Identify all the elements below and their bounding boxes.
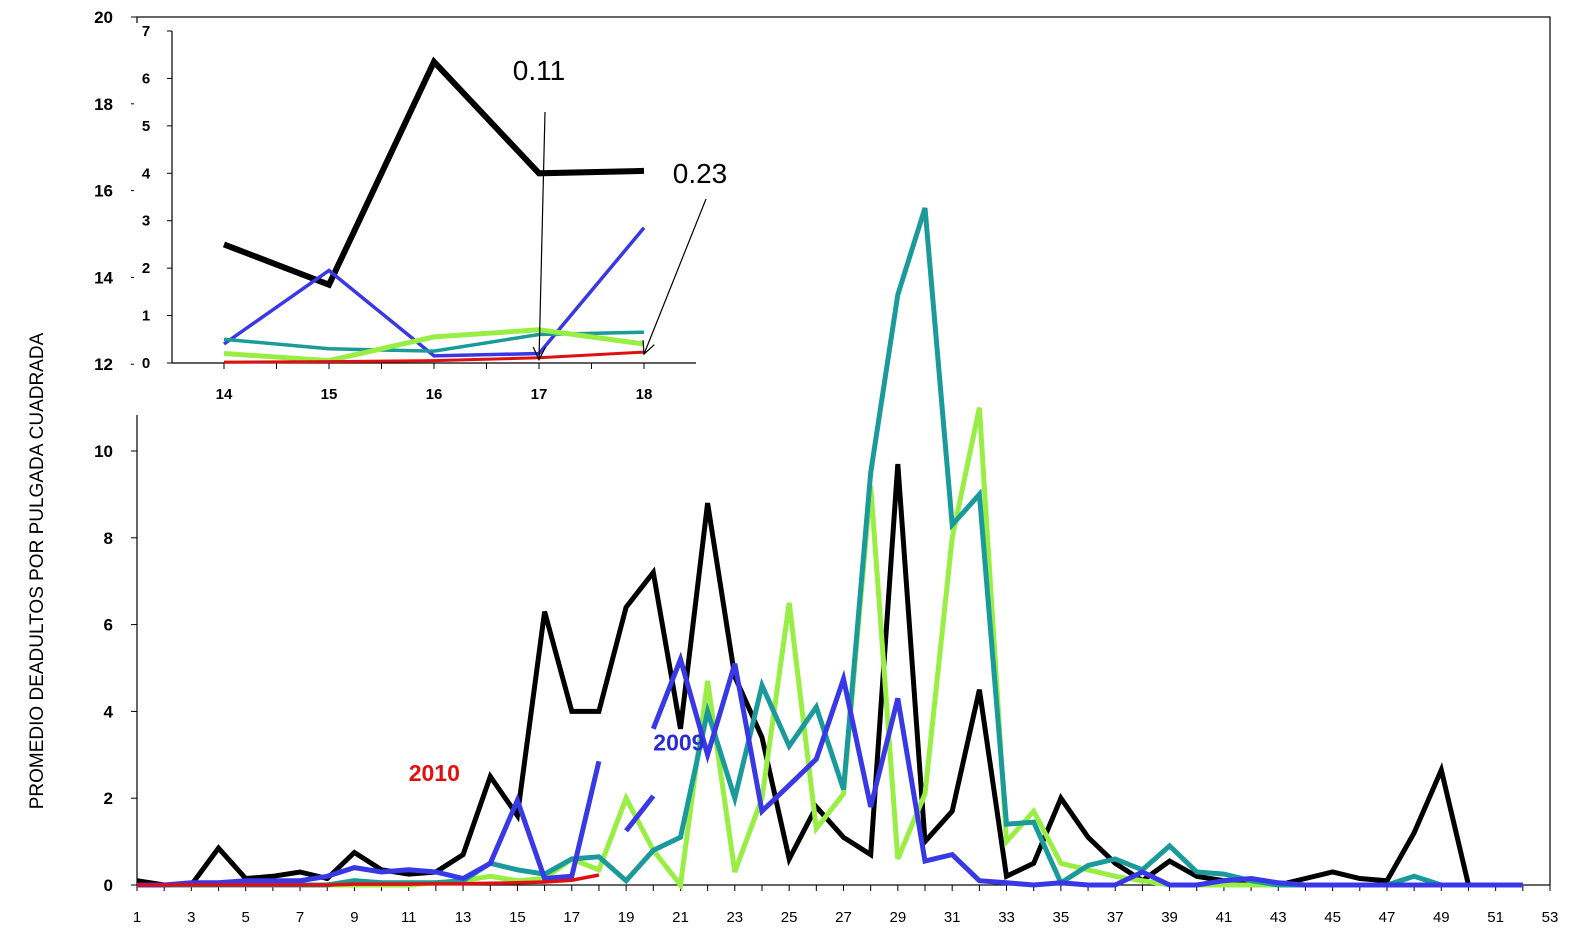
x-tick-label: 19 [618, 909, 635, 926]
x-tick-label: 21 [672, 909, 689, 926]
inset-y-tick-label: 2 [142, 260, 150, 277]
inset-series-line-red [223, 350, 645, 364]
x-tick-label: 45 [1324, 909, 1341, 926]
x-tick-label: 41 [1216, 909, 1233, 926]
y-tick-label: 2 [104, 789, 113, 808]
inset-y-tick-label: 6 [142, 70, 150, 87]
x-tick-label: 31 [944, 909, 961, 926]
x-tick-label: 11 [401, 909, 417, 926]
x-tick-label: 33 [998, 909, 1015, 926]
x-tick-label: 5 [242, 909, 250, 926]
series-line-blue [650, 651, 1523, 888]
y-tick-label: 20 [94, 8, 113, 27]
y-tick-label: 12 [94, 355, 113, 374]
annotation-arrow-shaft [538, 111, 546, 360]
inset-x-tick-label: 15 [321, 386, 338, 403]
y-tick-label: 8 [104, 529, 113, 548]
x-tick-label: 25 [781, 909, 798, 926]
y-tick-label: 0 [104, 876, 113, 895]
y-tick-label: 14 [94, 268, 113, 287]
inset-series-line-lightgreen [223, 327, 645, 364]
y-tick-label: 16 [94, 182, 113, 201]
inset-x-tick-label: 14 [216, 386, 233, 403]
x-tick-label: 13 [455, 909, 472, 926]
x-tick-label: 49 [1433, 909, 1450, 926]
x-tick-label: 7 [296, 909, 304, 926]
y-axis-label: PROMEDIO DEADULTOS POR PULGADA CUADRADA [27, 332, 48, 809]
x-tick-label: 53 [1542, 909, 1559, 926]
x-tick-label: 9 [350, 909, 358, 926]
annotation-arrow-head [642, 340, 655, 356]
inset-chart: 0 1 2 3 4 5 6 7 14 15 16 17 18 0.11 0.23 [134, 23, 727, 415]
y-tick-label: 6 [104, 616, 113, 635]
inset-annotation-label: 0.11 [513, 55, 565, 86]
series-line-blue [137, 760, 602, 888]
inset-y-tick-label: 7 [142, 23, 150, 40]
x-tick-label: 29 [890, 909, 907, 926]
x-tick-label: 15 [509, 909, 526, 926]
x-tick-label: 39 [1161, 909, 1178, 926]
inset-y-tick-label: 3 [142, 213, 150, 230]
x-tick-label: 37 [1107, 909, 1124, 926]
inset-y-tick-label: 1 [142, 308, 150, 325]
series-line-black [136, 463, 1523, 888]
x-tick-label: 1 [133, 909, 141, 926]
inset-series-line-blue [222, 226, 646, 358]
inset-x-tick-label: 17 [531, 386, 548, 403]
annotation-arrow-shaft [643, 198, 707, 355]
inset-y-tick-label: 0 [142, 355, 150, 372]
inset-y-tick-label: 4 [142, 165, 151, 182]
x-tick-label: 23 [726, 909, 743, 926]
series-line-lightgreen [137, 407, 1523, 892]
x-tick-label: 3 [187, 909, 195, 926]
series-line-blue [624, 794, 656, 833]
inset-series-line-black [222, 56, 645, 289]
main-plot-labels: 2010 2009 [409, 729, 705, 785]
inset-x-tick-label: 16 [426, 386, 443, 403]
x-tick-label: 43 [1270, 909, 1287, 926]
main-plot-series [136, 207, 1523, 892]
x-tick-label: 47 [1379, 909, 1396, 926]
inset-y-tick-label: 5 [142, 118, 150, 135]
x-tick-label: 27 [835, 909, 852, 926]
inset-x-tick-label: 18 [636, 386, 653, 403]
x-tick-label: 35 [1053, 909, 1070, 926]
y-tick-label: 4 [104, 702, 114, 721]
y-tick-label: 10 [94, 442, 113, 461]
annotation-arrow-head [532, 346, 546, 362]
x-tick-label: 51 [1487, 909, 1504, 926]
series-line-red [137, 873, 600, 887]
series-label-2010: 2010 [409, 760, 460, 786]
series-label-2009: 2009 [653, 729, 704, 755]
inset-background [134, 23, 708, 415]
inset-annotation-label: 0.23 [673, 158, 728, 189]
x-tick-label: 17 [563, 909, 580, 926]
y-tick-label: 18 [94, 95, 113, 114]
